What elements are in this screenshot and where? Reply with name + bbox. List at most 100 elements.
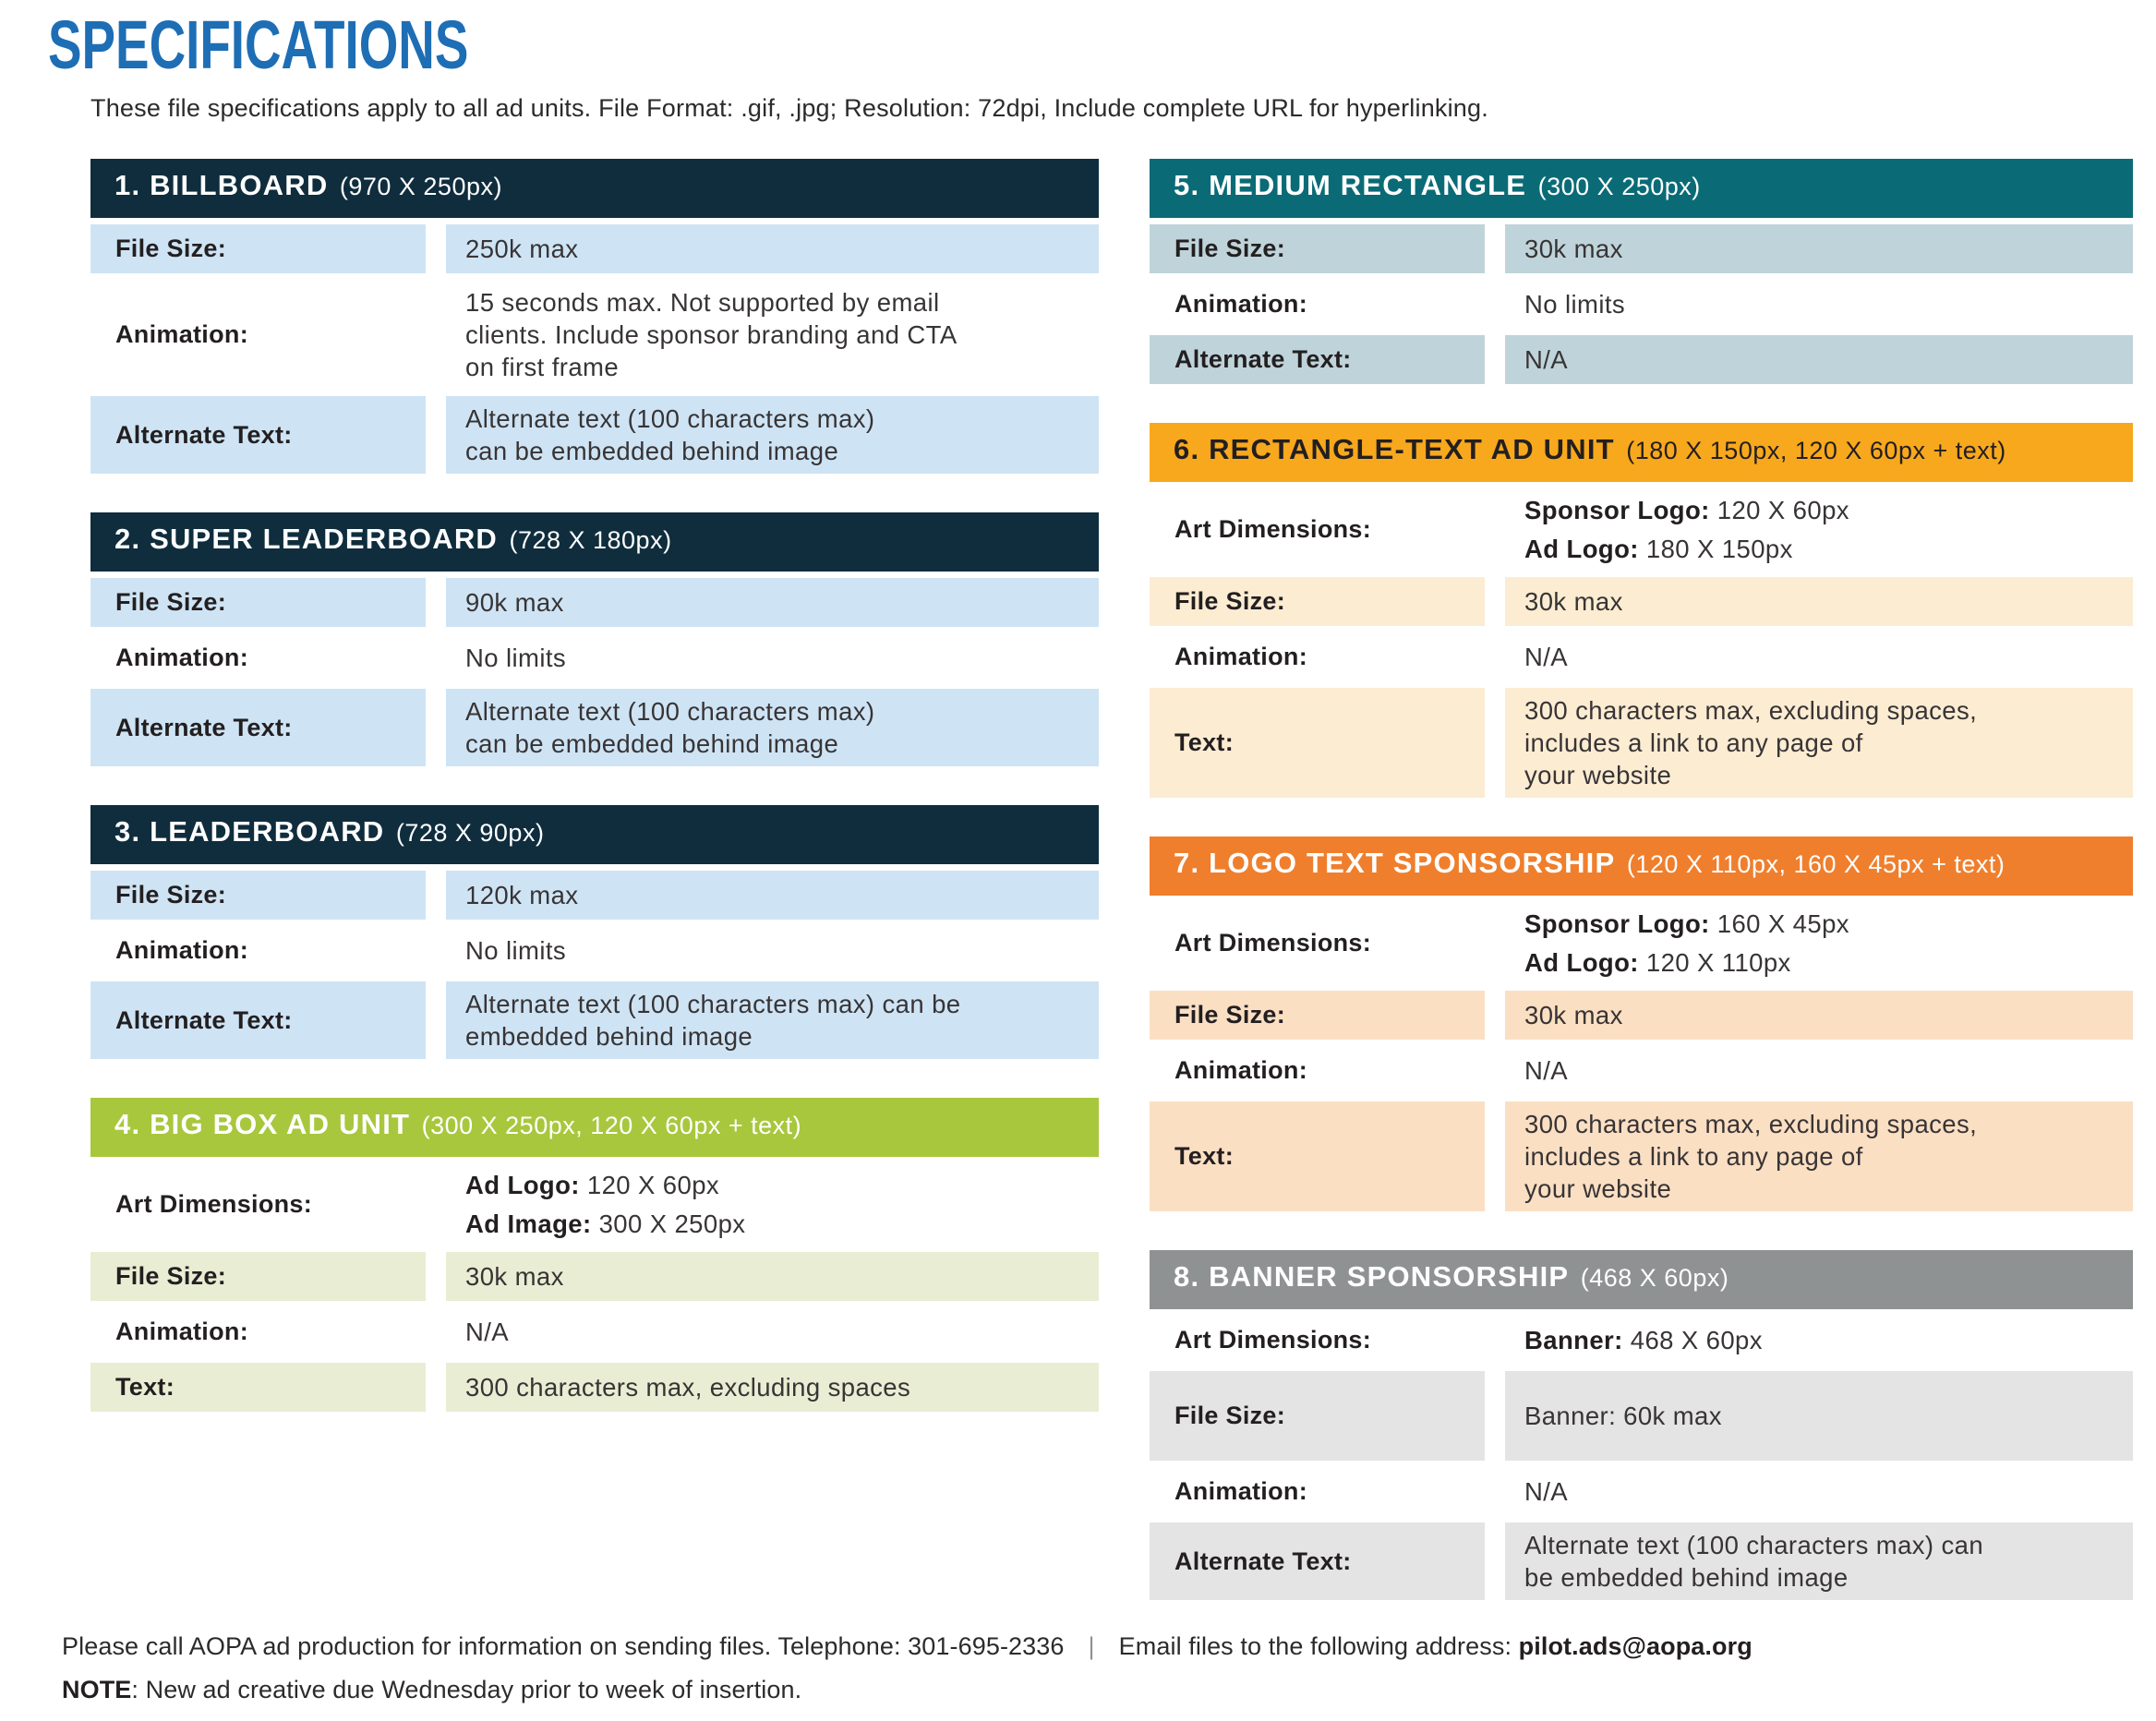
row-value: 300 characters max, excluding spaces, in… xyxy=(1505,688,2133,798)
table-title: 1. BILLBOARD xyxy=(114,169,329,201)
row-value: Alternate text (100 characters max) can … xyxy=(446,689,1099,766)
table-row: Alternate Text: Alternate text (100 char… xyxy=(90,689,1099,766)
row-label: Text: xyxy=(1150,688,1485,798)
value-line: Sponsor Logo: 160 X 45px xyxy=(1524,909,1849,938)
value-line: 300 characters max, excluding spaces xyxy=(465,1373,911,1402)
row-label: Animation: xyxy=(115,644,248,671)
value-line: Ad Logo: 180 X 150px xyxy=(1524,535,1793,563)
row-value: 300 characters max, excluding spaces xyxy=(446,1363,1099,1412)
row-label: Animation: xyxy=(115,936,248,964)
row-value: Ad Logo: 120 X 60px Ad Image: 300 X 250p… xyxy=(446,1163,1099,1246)
table-row: Animation: N/A xyxy=(1150,632,2133,681)
value-line: clients. Include sponsor branding and CT… xyxy=(465,320,958,349)
row-label: Animation: xyxy=(1174,1056,1307,1084)
row-label: File Size: xyxy=(90,224,426,273)
row-value: N/A xyxy=(446,1307,1099,1356)
value-line: 120k max xyxy=(465,881,579,909)
table-dimensions: (120 X 110px, 160 X 45px + text) xyxy=(1626,850,2005,878)
table-dimensions: (300 X 250px) xyxy=(1537,173,1701,200)
row-value: No limits xyxy=(446,633,1099,682)
table-row: Animation: No limits xyxy=(1150,280,2133,329)
table-row: File Size: 30k max xyxy=(1150,577,2133,626)
right-column: 5. MEDIUM RECTANGLE (300 X 250px) File S… xyxy=(1150,159,2133,1600)
table-row: File Size: Banner: 60k max xyxy=(1150,1371,2133,1461)
value-line: your website xyxy=(1524,761,1672,789)
note-text: : New ad creative due Wednesday prior to… xyxy=(131,1676,802,1703)
value-line: includes a link to any page of xyxy=(1524,1142,1863,1171)
value-line: No limits xyxy=(465,644,567,672)
table-row: File Size: 120k max xyxy=(90,871,1099,920)
table-row: File Size: 90k max xyxy=(90,578,1099,627)
value-line: can be embedded behind image xyxy=(465,729,839,758)
table-row: File Size: 30k max xyxy=(90,1252,1099,1301)
table-header: 1. BILLBOARD (970 X 250px) xyxy=(90,159,1099,218)
spec-table-super-leaderboard: 2. SUPER LEADERBOARD (728 X 180px) File … xyxy=(90,512,1099,766)
table-header: 8. BANNER SPONSORSHIP (468 X 60px) xyxy=(1150,1250,2133,1309)
page-title: SPECIFICATIONS xyxy=(48,6,469,83)
table-row: File Size: 250k max xyxy=(90,224,1099,273)
table-title: 7. LOGO TEXT SPONSORSHIP xyxy=(1174,847,1616,879)
row-label: File Size: xyxy=(90,1252,426,1301)
value-line: 30k max xyxy=(465,1262,564,1291)
table-header: 5. MEDIUM RECTANGLE (300 X 250px) xyxy=(1150,159,2133,218)
row-value: Sponsor Logo: 120 X 60px Ad Logo: 180 X … xyxy=(1505,488,2133,571)
row-value: 30k max xyxy=(446,1252,1099,1301)
row-label: Art Dimensions: xyxy=(1174,515,1372,543)
row-label: Alternate Text: xyxy=(90,396,426,474)
row-value: Banner: 468 X 60px xyxy=(1505,1316,2133,1365)
value-line: can be embedded behind image xyxy=(465,437,839,465)
spec-table-big-box: 4. BIG BOX AD UNIT (300 X 250px, 120 X 6… xyxy=(90,1098,1099,1412)
row-label: Animation: xyxy=(1174,1477,1307,1505)
value-line: 250k max xyxy=(465,235,579,263)
table-title: 6. RECTANGLE-TEXT AD UNIT xyxy=(1174,433,1615,465)
value-line: 300 characters max, excluding spaces, xyxy=(1524,696,1978,725)
table-title: 3. LEADERBOARD xyxy=(114,815,385,848)
table-dimensions: (468 X 60px) xyxy=(1580,1264,1729,1292)
value-line: 30k max xyxy=(1524,587,1623,616)
table-title: 5. MEDIUM RECTANGLE xyxy=(1174,169,1527,201)
value-line: on first frame xyxy=(465,353,620,381)
row-label: File Size: xyxy=(90,578,426,627)
row-value: 30k max xyxy=(1505,991,2133,1040)
value-line: embedded behind image xyxy=(465,1022,753,1051)
table-row: Text: 300 characters max, excluding spac… xyxy=(1150,688,2133,798)
row-label: Art Dimensions: xyxy=(115,1190,313,1218)
table-dimensions: (300 X 250px, 120 X 60px + text) xyxy=(421,1112,802,1139)
value-line: N/A xyxy=(1524,643,1569,671)
table-row: Alternate Text: Alternate text (100 char… xyxy=(90,981,1099,1059)
table-row: Animation: N/A xyxy=(1150,1046,2133,1095)
value-line: 30k max xyxy=(1524,1001,1623,1029)
row-value: 90k max xyxy=(446,578,1099,627)
value-line: 30k max xyxy=(1524,235,1623,263)
table-title: 2. SUPER LEADERBOARD xyxy=(114,523,498,555)
value-line: Alternate text (100 characters max) can … xyxy=(465,990,961,1018)
table-row: Text: 300 characters max, excluding spac… xyxy=(1150,1101,2133,1211)
row-value: No limits xyxy=(446,926,1099,975)
row-label: Alternate Text: xyxy=(90,689,426,766)
table-row: Text: 300 characters max, excluding spac… xyxy=(90,1363,1099,1412)
value-line: No limits xyxy=(1524,290,1626,319)
table-header: 7. LOGO TEXT SPONSORSHIP (120 X 110px, 1… xyxy=(1150,836,2133,896)
value-line: N/A xyxy=(465,1318,510,1346)
row-value: No limits xyxy=(1505,280,2133,329)
row-value: 30k max xyxy=(1505,577,2133,626)
row-value: Sponsor Logo: 160 X 45px Ad Logo: 120 X … xyxy=(1505,902,2133,984)
spec-table-medium-rectangle: 5. MEDIUM RECTANGLE (300 X 250px) File S… xyxy=(1150,159,2133,384)
email-address: pilot.ads@aopa.org xyxy=(1518,1632,1753,1660)
value-line: No limits xyxy=(465,936,567,965)
spec-table-leaderboard: 3. LEADERBOARD (728 X 90px) File Size: 1… xyxy=(90,805,1099,1059)
value-line: be embedded behind image xyxy=(1524,1563,1849,1592)
row-value: N/A xyxy=(1505,1046,2133,1095)
table-row: File Size: 30k max xyxy=(1150,224,2133,273)
row-value: Banner: 60k max xyxy=(1505,1371,2133,1461)
row-label: File Size: xyxy=(1150,1371,1485,1461)
row-label: Animation: xyxy=(1174,290,1307,318)
table-dimensions: (728 X 180px) xyxy=(509,526,672,554)
row-value: 250k max xyxy=(446,224,1099,273)
value-line: Ad Logo: 120 X 60px xyxy=(465,1171,720,1199)
value-line: Alternate text (100 characters max) xyxy=(465,697,875,726)
row-value: Alternate text (100 characters max) can … xyxy=(1505,1522,2133,1600)
row-label: Text: xyxy=(90,1363,426,1412)
value-line: Sponsor Logo: 120 X 60px xyxy=(1524,496,1849,524)
row-label: Alternate Text: xyxy=(1150,335,1485,384)
